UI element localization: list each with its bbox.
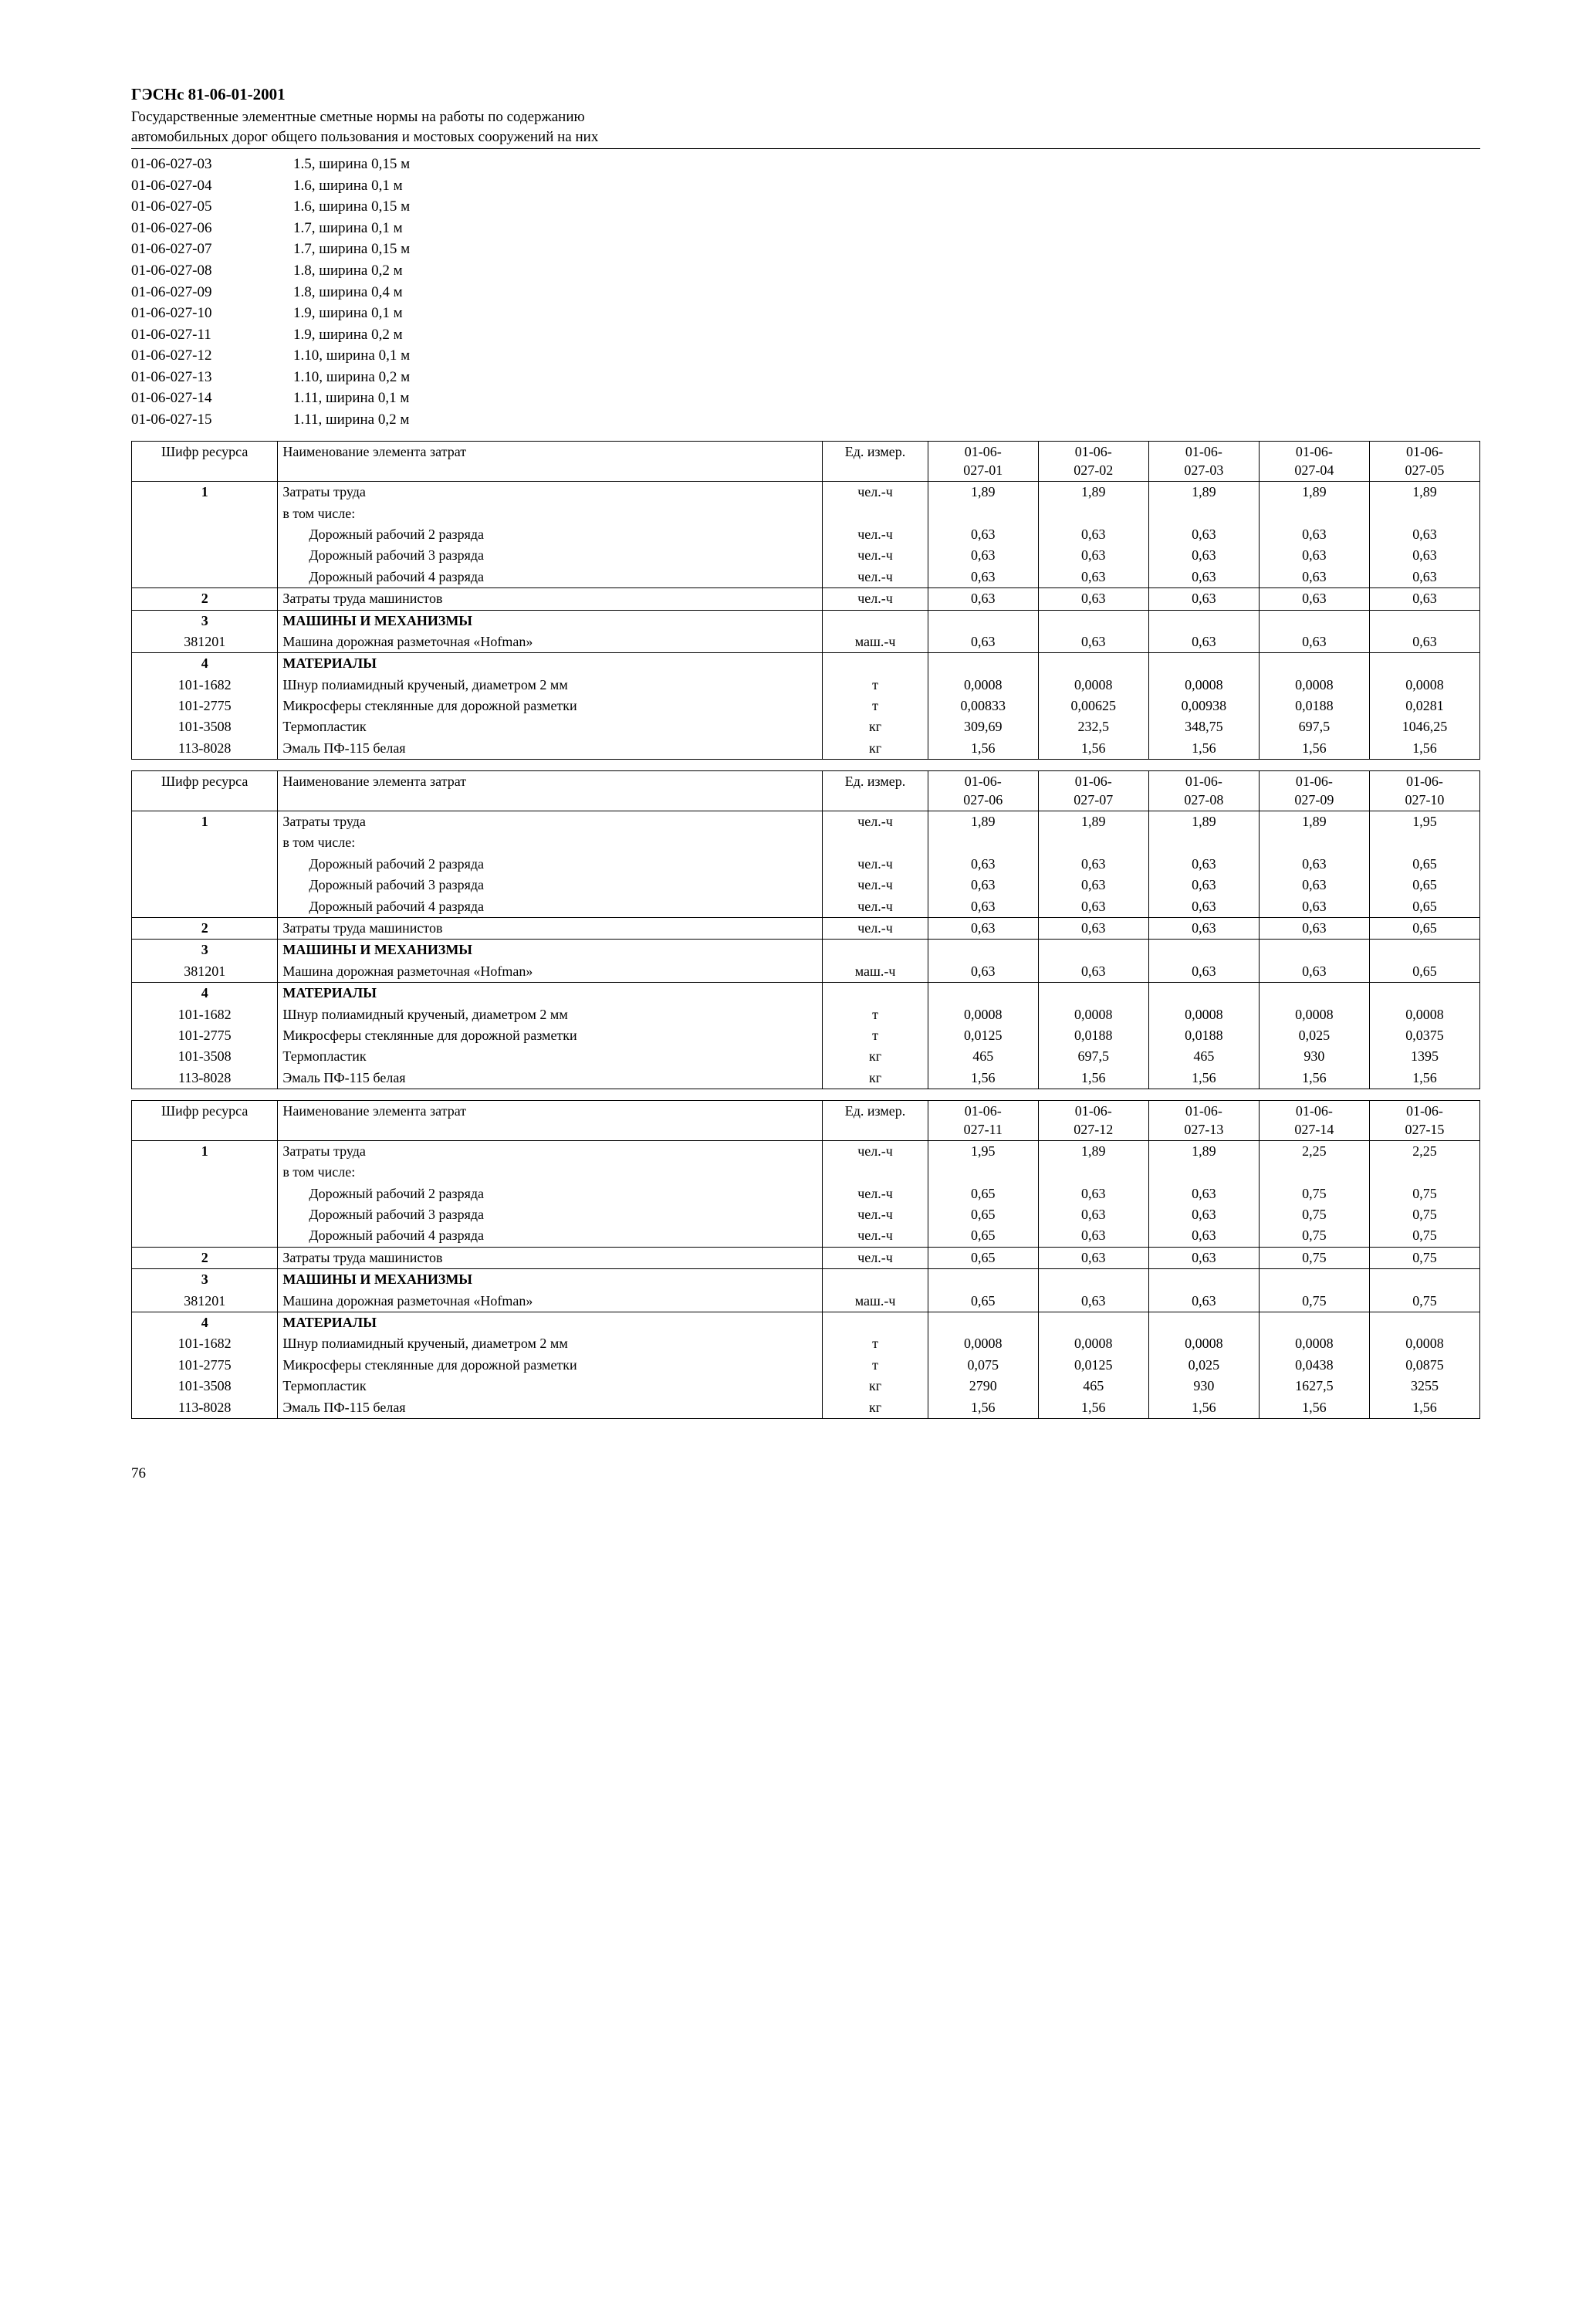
code-value: 01-06-027-05 — [131, 196, 293, 218]
code-row: 01-06-027-031.5, ширина 0,15 м — [131, 154, 1480, 175]
code-row: 01-06-027-081.8, ширина 0,2 м — [131, 260, 1480, 282]
code-desc: 1.11, ширина 0,2 м — [293, 409, 1480, 431]
code-desc: 1.6, ширина 0,15 м — [293, 196, 1480, 218]
code-desc: 1.7, ширина 0,15 м — [293, 239, 1480, 260]
tables-container: Шифр ресурсаНаименование элемента затрат… — [131, 441, 1480, 1419]
code-row: 01-06-027-121.10, ширина 0,1 м — [131, 345, 1480, 367]
code-row: 01-06-027-141.11, ширина 0,1 м — [131, 388, 1480, 409]
code-row: 01-06-027-041.6, ширина 0,1 м — [131, 175, 1480, 197]
code-row: 01-06-027-071.7, ширина 0,15 м — [131, 239, 1480, 260]
code-value: 01-06-027-03 — [131, 154, 293, 175]
code-row: 01-06-027-051.6, ширина 0,15 м — [131, 196, 1480, 218]
code-value: 01-06-027-09 — [131, 282, 293, 303]
code-desc: 1.10, ширина 0,1 м — [293, 345, 1480, 367]
code-row: 01-06-027-151.11, ширина 0,2 м — [131, 409, 1480, 431]
norms-table-1: Шифр ресурсаНаименование элемента затрат… — [131, 441, 1480, 760]
code-value: 01-06-027-10 — [131, 303, 293, 324]
code-desc: 1.6, ширина 0,1 м — [293, 175, 1480, 197]
code-desc: 1.9, ширина 0,1 м — [293, 303, 1480, 324]
code-desc: 1.5, ширина 0,15 м — [293, 154, 1480, 175]
code-desc: 1.9, ширина 0,2 м — [293, 324, 1480, 346]
document-code: ГЭСНс 81-06-01-2001 — [131, 85, 1480, 104]
code-value: 01-06-027-07 — [131, 239, 293, 260]
code-row: 01-06-027-061.7, ширина 0,1 м — [131, 218, 1480, 239]
code-row: 01-06-027-091.8, ширина 0,4 м — [131, 282, 1480, 303]
code-row: 01-06-027-101.9, ширина 0,1 м — [131, 303, 1480, 324]
code-row: 01-06-027-131.10, ширина 0,2 м — [131, 367, 1480, 388]
code-value: 01-06-027-12 — [131, 345, 293, 367]
code-row: 01-06-027-111.9, ширина 0,2 м — [131, 324, 1480, 346]
code-value: 01-06-027-15 — [131, 409, 293, 431]
code-desc: 1.8, ширина 0,4 м — [293, 282, 1480, 303]
code-value: 01-06-027-04 — [131, 175, 293, 197]
title-line1: Государственные элементные сметные нормы… — [131, 109, 585, 125]
code-desc: 1.10, ширина 0,2 м — [293, 367, 1480, 388]
code-value: 01-06-027-14 — [131, 388, 293, 409]
code-value: 01-06-027-13 — [131, 367, 293, 388]
code-value: 01-06-027-11 — [131, 324, 293, 346]
norms-table-3: Шифр ресурсаНаименование элемента затрат… — [131, 1100, 1480, 1419]
code-desc: 1.7, ширина 0,1 м — [293, 218, 1480, 239]
norms-table-2: Шифр ресурсаНаименование элемента затрат… — [131, 770, 1480, 1089]
codes-list: 01-06-027-031.5, ширина 0,15 м01-06-027-… — [131, 154, 1480, 430]
page-number: 76 — [131, 1465, 1480, 1482]
code-desc: 1.8, ширина 0,2 м — [293, 260, 1480, 282]
code-value: 01-06-027-08 — [131, 260, 293, 282]
document-title: Государственные элементные сметные нормы… — [131, 107, 1480, 149]
code-desc: 1.11, ширина 0,1 м — [293, 388, 1480, 409]
code-value: 01-06-027-06 — [131, 218, 293, 239]
title-line2: автомобильных дорог общего пользования и… — [131, 129, 598, 145]
